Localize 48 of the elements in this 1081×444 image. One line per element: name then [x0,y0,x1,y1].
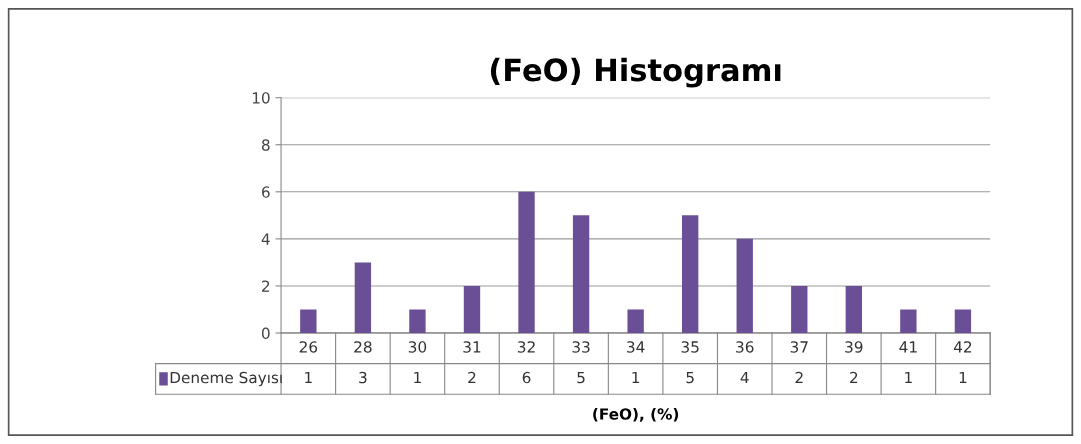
y-tick-label: 10 [252,92,270,104]
data-label: 1 [305,371,312,384]
bar [681,215,699,333]
bar [572,215,590,333]
bar [354,262,372,333]
x-tick-label: 36 [736,341,754,353]
bar [463,285,481,333]
x-axis-title: (FeO), (%) [593,407,679,422]
data-label: 5 [577,371,585,384]
bar [409,309,426,333]
data-label: 1 [632,371,640,384]
x-tick-label: 34 [627,341,645,353]
data-label: 6 [522,371,531,384]
bar [954,309,972,333]
x-tick-label: 35 [681,341,699,353]
bar [791,285,808,333]
data-label: 1 [959,371,967,384]
legend-label: Deneme Sayısı [170,371,282,387]
chart-title: (FeO) Histogramı [490,57,781,88]
x-tick-label: 32 [517,341,535,353]
x-tick-label: 39 [845,341,863,353]
data-label: 2 [850,371,858,384]
bar [300,309,317,333]
y-tick-label: 8 [261,139,270,151]
x-tick-label: 28 [354,341,372,353]
bar [900,309,917,333]
bar [518,191,535,333]
data-label: 1 [414,371,421,384]
data-label: 1 [905,371,912,384]
data-label: 5 [686,371,694,384]
y-tick-label: 0 [261,327,270,340]
y-tick-label: 6 [261,186,270,198]
data-label: 3 [359,371,367,384]
bar [736,238,753,333]
x-tick-label: 31 [463,341,481,353]
data-label: 2 [795,371,803,384]
x-tick-label: 26 [299,341,318,353]
x-tick-label: 30 [408,341,427,353]
y-tick-label: 2 [262,280,270,292]
x-tick-label: 33 [572,341,590,353]
x-tick-label: 37 [790,341,808,353]
data-label: 2 [468,371,476,384]
bar [627,309,644,333]
data-label: 4 [740,371,749,384]
x-tick-label: 42 [953,341,972,353]
bar [845,285,863,333]
y-tick-label: 4 [261,233,270,245]
x-tick-label: 41 [899,341,917,353]
